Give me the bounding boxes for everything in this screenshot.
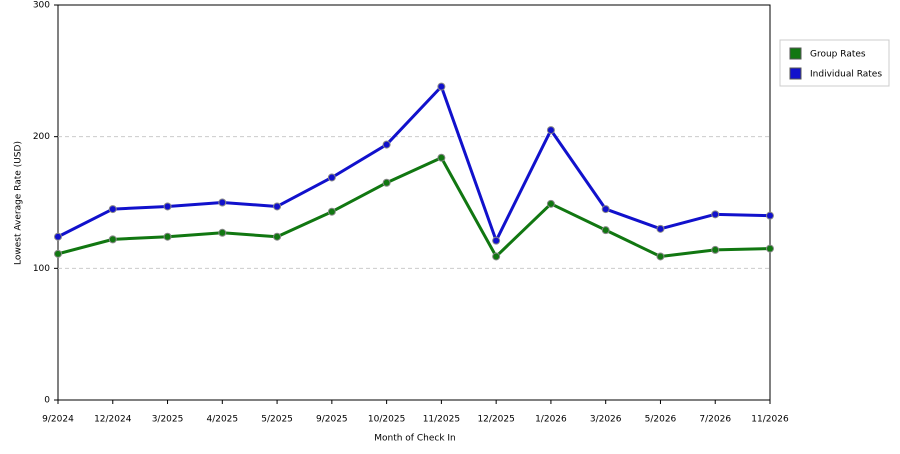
legend-label: Individual Rates (810, 70, 882, 80)
x-tick-label: 7/2026 (699, 415, 731, 425)
data-point (108, 205, 117, 214)
x-axis-label: Month of Check In (374, 434, 456, 444)
data-point (327, 207, 336, 216)
data-point (656, 252, 665, 261)
data-point (54, 232, 62, 241)
data-point (163, 202, 172, 211)
data-point (492, 236, 501, 245)
data-point (437, 153, 446, 162)
data-point (601, 205, 610, 214)
legend-swatch (789, 67, 802, 80)
data-point (546, 199, 555, 208)
y-tick-label: 0 (44, 396, 50, 406)
x-tick-label: 10/2025 (368, 415, 405, 425)
data-point (218, 228, 227, 237)
y-axis-label: Lowest Average Rate (USD) (14, 141, 24, 265)
x-tick-label: 4/2025 (206, 415, 238, 425)
x-tick-label: 3/2025 (152, 415, 184, 425)
x-tick-label: 9/2024 (42, 415, 74, 425)
data-point (163, 232, 172, 241)
data-point (273, 232, 282, 241)
data-point (656, 224, 665, 233)
data-point (437, 82, 446, 91)
x-tick-label: 11/2026 (751, 415, 789, 425)
x-tick-label: 5/2025 (261, 415, 293, 425)
x-tick-label: 11/2025 (423, 415, 460, 425)
data-point (108, 235, 117, 244)
x-tick-label: 12/2025 (477, 415, 514, 425)
x-tick-label: 9/2025 (316, 415, 348, 425)
data-point (327, 173, 336, 182)
data-point (218, 198, 227, 207)
data-point (492, 252, 501, 261)
legend-label: Group Rates (810, 50, 866, 60)
legend-swatch (789, 47, 802, 60)
x-tick-label: 1/2026 (535, 415, 567, 425)
data-point (382, 178, 391, 187)
data-point (766, 211, 774, 220)
data-point (382, 140, 391, 149)
plot-frame (57, 4, 771, 401)
data-point (711, 245, 720, 254)
data-point (766, 244, 774, 253)
data-point (711, 210, 720, 219)
data-point (546, 126, 555, 135)
series-line (57, 85, 771, 243)
y-tick-label: 200 (33, 132, 50, 142)
data-point (54, 249, 62, 258)
series-line (57, 156, 771, 258)
y-tick-label: 300 (33, 1, 50, 11)
data-point (601, 226, 610, 235)
x-tick-label: 12/2024 (94, 415, 132, 425)
data-point (273, 202, 282, 211)
x-tick-label: 5/2026 (645, 415, 677, 425)
y-tick-label: 100 (33, 264, 50, 274)
x-tick-label: 3/2026 (590, 415, 622, 425)
